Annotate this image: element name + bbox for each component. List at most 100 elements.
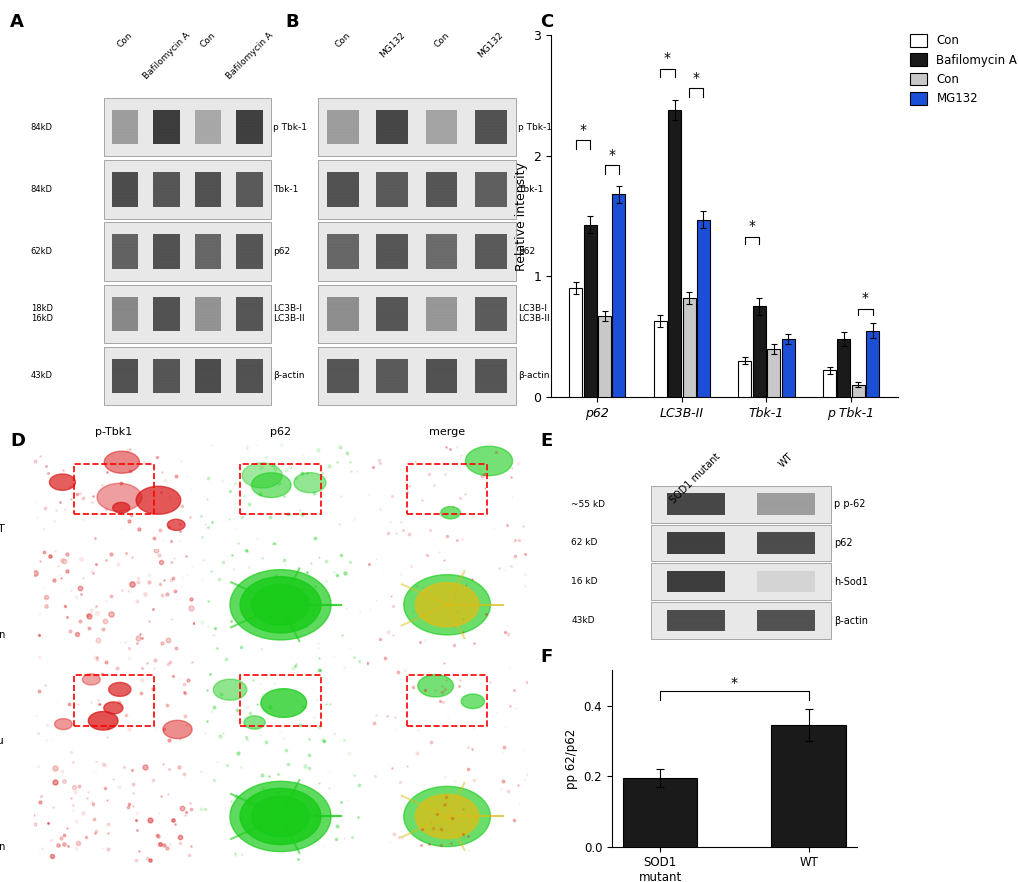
- Polygon shape: [261, 689, 307, 717]
- Bar: [154, 197, 179, 198]
- Y-axis label: pp 62/p62: pp 62/p62: [565, 729, 578, 789]
- Bar: [426, 296, 457, 331]
- Bar: [112, 120, 138, 121]
- Bar: [377, 188, 407, 189]
- Bar: [196, 185, 220, 186]
- Bar: [426, 386, 457, 387]
- Polygon shape: [440, 506, 460, 519]
- Text: Bafilomycin A: Bafilomycin A: [224, 30, 274, 80]
- Bar: [154, 185, 179, 186]
- Text: p62: p62: [833, 538, 852, 548]
- Text: MG132: MG132: [476, 30, 505, 59]
- Bar: [236, 197, 262, 198]
- Bar: [650, 564, 830, 600]
- Bar: [154, 244, 179, 245]
- Bar: [196, 197, 220, 198]
- Bar: [426, 365, 457, 367]
- Text: p62: p62: [518, 247, 535, 256]
- Bar: [196, 383, 220, 385]
- Bar: [327, 303, 358, 304]
- Bar: [112, 191, 138, 192]
- Text: 100um: 100um: [211, 538, 233, 543]
- Bar: [426, 135, 457, 136]
- Bar: [696, 220, 709, 397]
- Bar: [236, 126, 262, 127]
- Text: β-actin: β-actin: [518, 371, 549, 380]
- Y-axis label: Relative intensity: Relative intensity: [514, 161, 527, 271]
- Bar: [111, 235, 138, 269]
- Bar: [377, 244, 407, 245]
- Bar: [851, 385, 864, 397]
- Bar: [154, 117, 179, 118]
- Bar: [154, 312, 179, 313]
- Polygon shape: [415, 795, 478, 839]
- Bar: [236, 253, 262, 254]
- Bar: [104, 98, 270, 156]
- Bar: [327, 247, 358, 249]
- Bar: [426, 235, 457, 269]
- Bar: [236, 179, 262, 181]
- Legend: Con, Bafilomycin A, Con, MG132: Con, Bafilomycin A, Con, MG132: [910, 34, 1016, 105]
- Bar: [738, 361, 751, 397]
- Bar: [327, 250, 358, 251]
- Bar: [196, 386, 220, 387]
- Polygon shape: [230, 781, 331, 852]
- Bar: [476, 303, 505, 304]
- Bar: [476, 126, 505, 127]
- Text: LC3B-I
LC3B-II: LC3B-I LC3B-II: [518, 304, 549, 324]
- Bar: [104, 161, 270, 219]
- Polygon shape: [461, 694, 484, 708]
- Text: Tbk-1: Tbk-1: [518, 185, 543, 194]
- Bar: [196, 377, 220, 378]
- Bar: [112, 371, 138, 372]
- Bar: [327, 197, 358, 198]
- Bar: [327, 318, 358, 319]
- Text: D: D: [10, 432, 25, 450]
- Bar: [766, 348, 780, 397]
- Polygon shape: [415, 583, 478, 627]
- Bar: [426, 191, 457, 192]
- Bar: [154, 126, 179, 127]
- Polygon shape: [293, 473, 326, 493]
- Bar: [154, 256, 179, 257]
- Bar: [327, 324, 358, 325]
- Bar: [666, 572, 723, 593]
- Bar: [653, 321, 666, 397]
- Bar: [327, 244, 358, 245]
- Bar: [426, 369, 457, 370]
- Bar: [476, 199, 505, 201]
- Bar: [327, 258, 358, 260]
- Bar: [112, 250, 138, 251]
- Bar: [377, 253, 407, 254]
- Bar: [426, 250, 457, 251]
- Bar: [650, 486, 830, 522]
- Bar: [583, 225, 596, 397]
- Bar: [111, 359, 138, 392]
- Bar: [426, 253, 457, 254]
- Bar: [377, 318, 407, 319]
- Bar: [327, 131, 358, 133]
- Bar: [376, 235, 408, 269]
- Bar: [112, 135, 138, 136]
- Bar: [112, 312, 138, 313]
- Bar: [426, 129, 457, 130]
- Bar: [196, 244, 220, 245]
- Bar: [196, 303, 220, 304]
- Bar: [236, 374, 262, 376]
- Polygon shape: [239, 789, 321, 845]
- Bar: [196, 191, 220, 192]
- Bar: [475, 359, 506, 392]
- Bar: [376, 110, 408, 145]
- Bar: [154, 303, 179, 304]
- Bar: [377, 120, 407, 121]
- Bar: [475, 235, 506, 269]
- Bar: [376, 172, 408, 206]
- Bar: [196, 306, 220, 308]
- Bar: [154, 380, 179, 381]
- Bar: [236, 312, 262, 313]
- Bar: [112, 129, 138, 130]
- Bar: [112, 117, 138, 118]
- Bar: [236, 365, 262, 367]
- Bar: [377, 126, 407, 127]
- Polygon shape: [136, 486, 180, 514]
